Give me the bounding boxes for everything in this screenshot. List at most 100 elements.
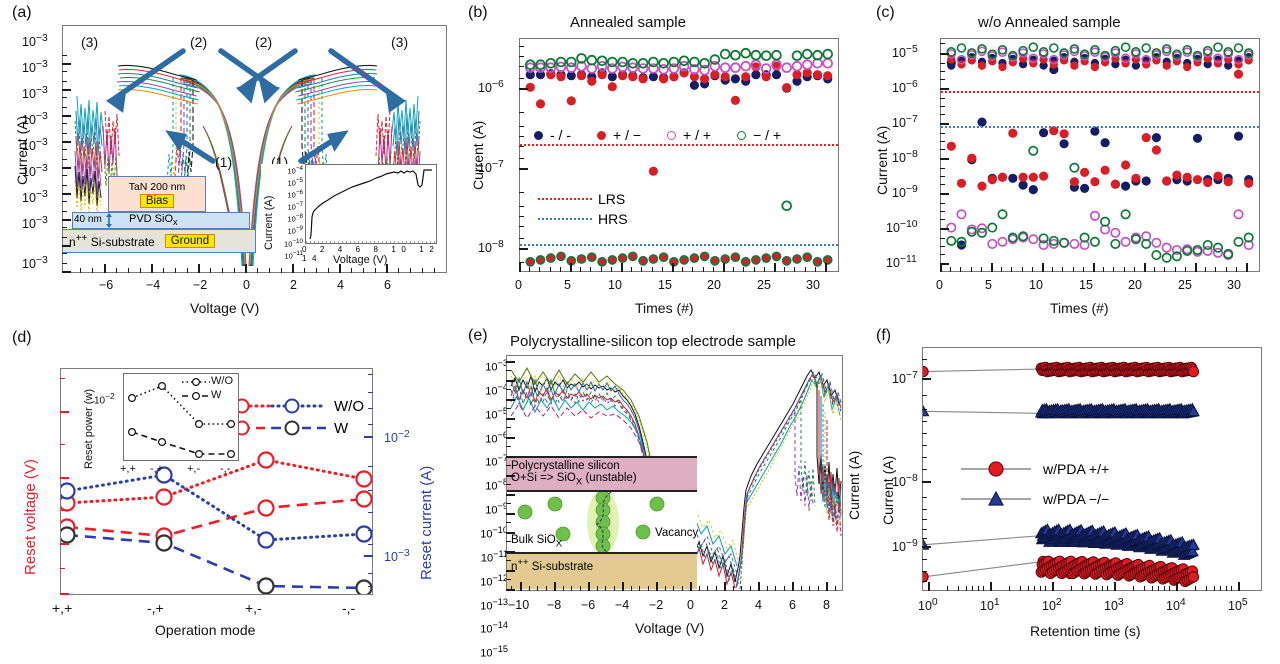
schematic-oxide-label: PVD SiOx xyxy=(129,213,178,228)
panel-d-inset-xtick-pn: +,- xyxy=(187,463,201,475)
schematic-tan-label: TaN 200 nm xyxy=(128,180,186,193)
panel-a-inset-yticks: 10−4 10−5 10−6 10−7 10−8 10−9 10−10 10−11 xyxy=(284,165,303,261)
panel-a-xtick-3: 0 xyxy=(243,278,250,292)
panel-a-ytick-6: 10−3 xyxy=(22,189,48,206)
panel-e-ytick-1e-14: 10−14 xyxy=(480,620,508,637)
panel-b-plot: - / - + / − + / + − / + LRS HRS xyxy=(519,38,839,272)
schematic-substrate-band: n++ Si-substrate xyxy=(507,554,697,589)
panel-a-inset-ylabel: Current (A) xyxy=(263,195,275,250)
schematic-tan-layer: TaN 200 nm Bias xyxy=(108,176,206,212)
panel-c-xlabel: Times (#) xyxy=(1050,300,1109,316)
panel-b-xtick-5: 5 xyxy=(564,278,571,292)
panel-c-lrs-line xyxy=(941,91,1259,93)
panel-b-xtick-25: 25 xyxy=(757,278,771,292)
panel-f-legend-row-pp: w/PDA +/+ xyxy=(961,460,1109,478)
panel-a-xtick-2: −2 xyxy=(193,278,208,292)
panel-e-left-ticks xyxy=(506,355,516,591)
panel-d-inset: Reset power (w) 10−2 xyxy=(83,371,243,481)
panel-b-ylabel: Current (A) xyxy=(470,120,486,190)
legend-marker-neg-pos xyxy=(737,130,747,140)
panel-e-xtick-2: 2 xyxy=(721,598,728,612)
schematic-poly-si-band: Polycrystalline silicon O+Si => SiOX (un… xyxy=(507,456,697,492)
panel-d-rtick-1e-3: 10−3 xyxy=(384,548,410,565)
panel-e-xtick-n2: −2 xyxy=(649,598,664,612)
hrs-legend-label: HRS xyxy=(598,211,628,227)
legend-label-pos-pos: + / + xyxy=(683,127,712,143)
legend-label-pos-neg: + / − xyxy=(613,127,642,143)
schematic-substrate-label-e: n++ Si-substrate xyxy=(511,557,594,573)
panel-f-xlabel: Retention time (s) xyxy=(1030,623,1141,639)
panel-e-bottom-ticks xyxy=(506,581,843,591)
panel-d-plot: W/O W Reset power (w) 10−2 xyxy=(60,368,373,595)
panel-c-ytick-1e-11: 10−11 xyxy=(886,254,917,271)
panel-f-plot: w/PDA +/+ w/PDA −/− xyxy=(922,347,1262,591)
panel-e-xtick-n4: −4 xyxy=(615,598,630,612)
panel-f-legend-swatch-nn xyxy=(961,490,1031,506)
panel-d-left-ticks xyxy=(60,368,70,595)
lrs-legend-label: LRS xyxy=(598,191,626,207)
panel-e: (e) Polycrystalline-silicon top electrod… xyxy=(460,325,860,660)
panel-c-scatter xyxy=(946,42,1254,263)
hrs-line-swatch xyxy=(538,218,592,220)
panel-b-scatter xyxy=(525,47,834,267)
panel-f-legend-label-nn: w/PDA −/− xyxy=(1043,491,1110,507)
panel-d-ylabel-right: Reset current (A) xyxy=(418,465,435,580)
panel-e-ytick-1e-4: 10−4 xyxy=(485,381,508,398)
panel-b-letter: (b) xyxy=(468,4,488,21)
panel-a-ytick-8: 10−3 xyxy=(22,255,48,272)
panel-a-annot-3-right: (3) xyxy=(391,34,409,50)
panel-c-letter: (c) xyxy=(876,4,895,21)
panel-e-ytick-1e-13: 10−13 xyxy=(480,596,508,613)
panel-e-plot: Polycrystalline silicon O+Si => SiOX (un… xyxy=(506,355,843,591)
panel-c-ylabel: Current (A) xyxy=(874,125,890,195)
panel-d-right-ticks xyxy=(363,368,373,595)
panel-f-xtick-1e1: 101 xyxy=(980,597,1000,614)
panel-d-letter: (d) xyxy=(12,329,32,346)
panel-f-ytick-1e-7: 10−7 xyxy=(892,370,918,387)
panel-f-legend-row-nn: w/PDA −/− xyxy=(961,490,1109,508)
panel-c-title: w/o Annealed sample xyxy=(978,14,1121,31)
panel-c-left-ticks xyxy=(940,38,950,272)
panel-c-ytick-1e-8: 10−8 xyxy=(892,149,918,166)
panel-c-xtick-15: 15 xyxy=(1079,278,1093,292)
schematic-thickness-arrow xyxy=(106,213,112,228)
panel-c-xtick-0: 0 xyxy=(936,278,943,292)
panel-b-bottom-ticks xyxy=(519,262,839,272)
legend-label-neg-neg: - / - xyxy=(550,127,571,143)
panel-a-ytick-0: 10−3 xyxy=(22,33,48,50)
panel-b-hrs-legend-row: HRS xyxy=(538,211,628,227)
schematic-poly-si-label-2: O+Si => SiOX (unstable) xyxy=(511,472,637,488)
panel-a-left-ticks xyxy=(62,25,72,273)
panel-f-letter: (f) xyxy=(876,327,892,344)
schematic-substrate-label: n++ Si-substrate xyxy=(69,233,155,249)
panel-e-xtick-8: 8 xyxy=(823,598,830,612)
panel-e-xtick-n8: −8 xyxy=(547,598,562,612)
legend-marker-pos-neg xyxy=(597,130,606,140)
panel-c-xtick-25: 25 xyxy=(1178,278,1192,292)
panel-a-ytick-7: 10−3 xyxy=(22,215,48,232)
panel-c-ytick-1e-9: 10−9 xyxy=(892,184,918,201)
panel-b-lrs-line xyxy=(520,144,838,146)
panel-a-xtick-0: −6 xyxy=(99,278,114,292)
panel-b-xtick-30: 30 xyxy=(806,278,820,292)
panel-a-xlabel: Voltage (V) xyxy=(190,300,260,316)
panel-d-legend-row-wo: W/O xyxy=(226,397,364,415)
panel-b: (b) Annealed sample Current (A) Times (#… xyxy=(460,0,860,325)
panel-c-xtick-30: 30 xyxy=(1227,278,1241,292)
panel-f-xtick-1e0: 100 xyxy=(918,597,938,614)
panel-d-ylabel-left: Reset voltage (V) xyxy=(22,459,39,575)
panel-a-plot: (3) (2) (2) (3) (1) (1) TaN 200 nm Bias … xyxy=(62,25,447,273)
panel-e-ytick-1e-12: 10−12 xyxy=(480,572,508,589)
legend-label-neg-pos: − / + xyxy=(753,127,782,143)
panel-b-ytick-1e-6: 10−6 xyxy=(478,79,504,96)
schematic-oxide-layer: PVD SiOx xyxy=(72,212,250,229)
panel-a-inset-xticks: 0 2 4 6 8 10 12 14 xyxy=(302,245,440,263)
panel-c-xtick-5: 5 xyxy=(985,278,992,292)
panel-b-xlabel: Times (#) xyxy=(635,300,694,316)
panel-a-xtick-5: 4 xyxy=(337,278,344,292)
panel-e-xlabel: Voltage (V) xyxy=(635,620,705,636)
panel-b-ytick-1e-8: 10−8 xyxy=(478,239,504,256)
panel-b-lrs-legend-row: LRS xyxy=(538,191,628,207)
lrs-line-swatch xyxy=(538,198,592,200)
panel-e-xtick-n10: −10 xyxy=(508,598,530,612)
